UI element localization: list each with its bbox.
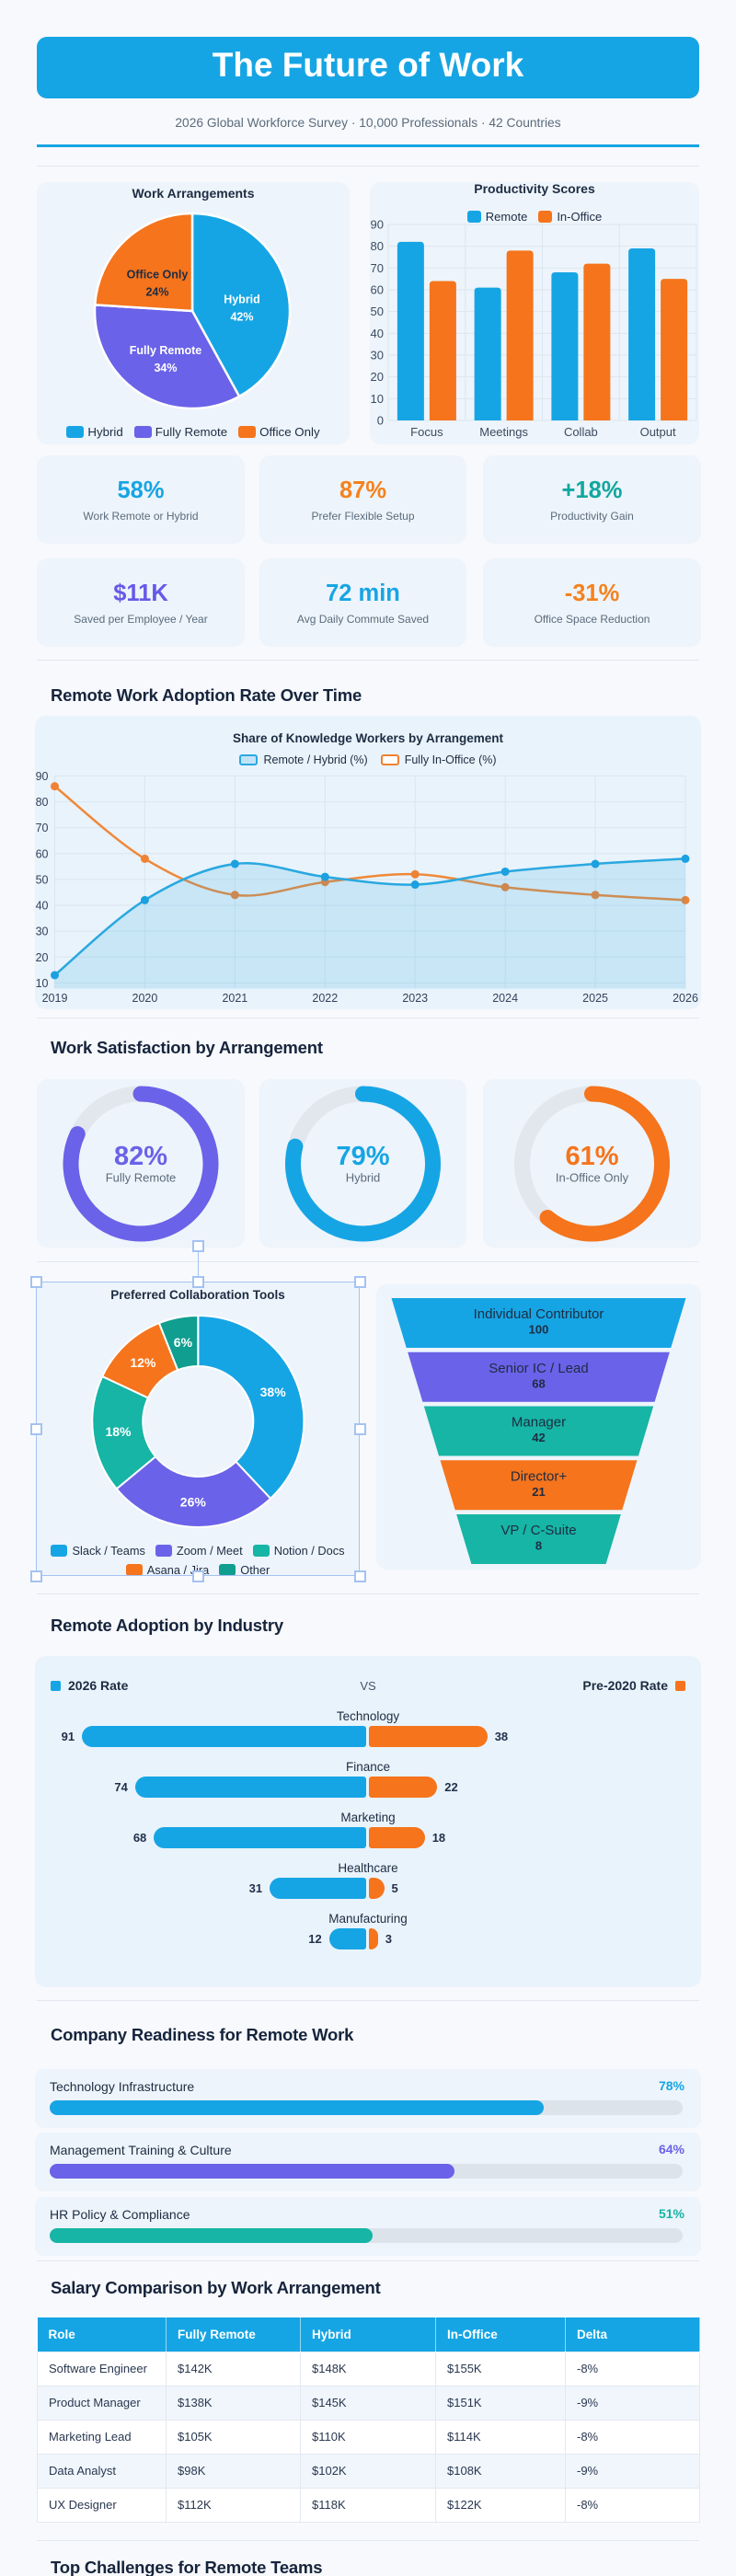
svg-text:61%: 61% bbox=[565, 1142, 618, 1171]
svg-text:80: 80 bbox=[36, 796, 49, 809]
svg-text:Collab: Collab bbox=[564, 425, 598, 439]
svg-text:2026: 2026 bbox=[673, 992, 698, 1005]
svg-text:Individual Contributor: Individual Contributor bbox=[474, 1306, 604, 1322]
svg-text:Hybrid: Hybrid bbox=[346, 1171, 381, 1185]
svg-text:42: 42 bbox=[532, 1431, 545, 1444]
svg-text:0: 0 bbox=[377, 414, 384, 428]
svg-text:30: 30 bbox=[36, 926, 49, 938]
svg-text:2021: 2021 bbox=[222, 992, 247, 1005]
svg-text:2025: 2025 bbox=[582, 992, 608, 1005]
svg-text:Focus: Focus bbox=[410, 425, 443, 439]
svg-text:50: 50 bbox=[36, 873, 49, 886]
svg-text:Output: Output bbox=[640, 425, 676, 439]
svg-text:68: 68 bbox=[532, 1376, 545, 1390]
svg-text:Senior IC / Lead: Senior IC / Lead bbox=[489, 1361, 588, 1376]
svg-text:40: 40 bbox=[36, 900, 49, 913]
svg-text:34%: 34% bbox=[154, 362, 177, 374]
svg-text:10: 10 bbox=[36, 977, 49, 990]
svg-text:38%: 38% bbox=[260, 1385, 287, 1399]
svg-text:90: 90 bbox=[371, 218, 384, 232]
svg-text:2022: 2022 bbox=[312, 992, 338, 1005]
svg-text:26%: 26% bbox=[180, 1494, 207, 1509]
svg-text:12%: 12% bbox=[130, 1355, 156, 1370]
svg-text:Office Only: Office Only bbox=[127, 269, 189, 282]
svg-text:6%: 6% bbox=[174, 1335, 193, 1350]
svg-text:82%: 82% bbox=[114, 1142, 167, 1171]
svg-text:24%: 24% bbox=[145, 286, 168, 299]
svg-text:79%: 79% bbox=[336, 1142, 389, 1171]
svg-text:50: 50 bbox=[371, 305, 384, 318]
svg-text:In-Office Only: In-Office Only bbox=[556, 1171, 629, 1185]
svg-text:70: 70 bbox=[371, 261, 384, 275]
svg-text:42%: 42% bbox=[230, 311, 253, 324]
svg-text:30: 30 bbox=[371, 349, 384, 362]
svg-text:2023: 2023 bbox=[402, 992, 428, 1005]
svg-text:2020: 2020 bbox=[132, 992, 158, 1005]
svg-text:Manager: Manager bbox=[512, 1415, 566, 1431]
svg-text:60: 60 bbox=[371, 283, 384, 297]
svg-text:Hybrid: Hybrid bbox=[224, 293, 260, 306]
svg-text:10: 10 bbox=[371, 392, 384, 406]
svg-text:18%: 18% bbox=[105, 1424, 132, 1439]
svg-text:VP / C-Suite: VP / C-Suite bbox=[500, 1523, 576, 1538]
svg-text:21: 21 bbox=[532, 1485, 545, 1499]
svg-text:Fully Remote: Fully Remote bbox=[106, 1171, 177, 1185]
svg-text:20: 20 bbox=[371, 370, 384, 384]
svg-text:Meetings: Meetings bbox=[479, 425, 528, 439]
svg-text:90: 90 bbox=[36, 770, 49, 783]
svg-text:Fully Remote: Fully Remote bbox=[130, 344, 202, 357]
svg-text:2019: 2019 bbox=[42, 992, 68, 1005]
svg-text:80: 80 bbox=[371, 239, 384, 253]
svg-text:100: 100 bbox=[529, 1323, 549, 1337]
svg-text:Director+: Director+ bbox=[511, 1468, 568, 1484]
svg-text:70: 70 bbox=[36, 822, 49, 834]
svg-text:8: 8 bbox=[535, 1539, 542, 1553]
svg-text:2024: 2024 bbox=[492, 992, 518, 1005]
svg-text:40: 40 bbox=[371, 327, 384, 340]
svg-text:20: 20 bbox=[36, 951, 49, 964]
svg-text:60: 60 bbox=[36, 847, 49, 860]
